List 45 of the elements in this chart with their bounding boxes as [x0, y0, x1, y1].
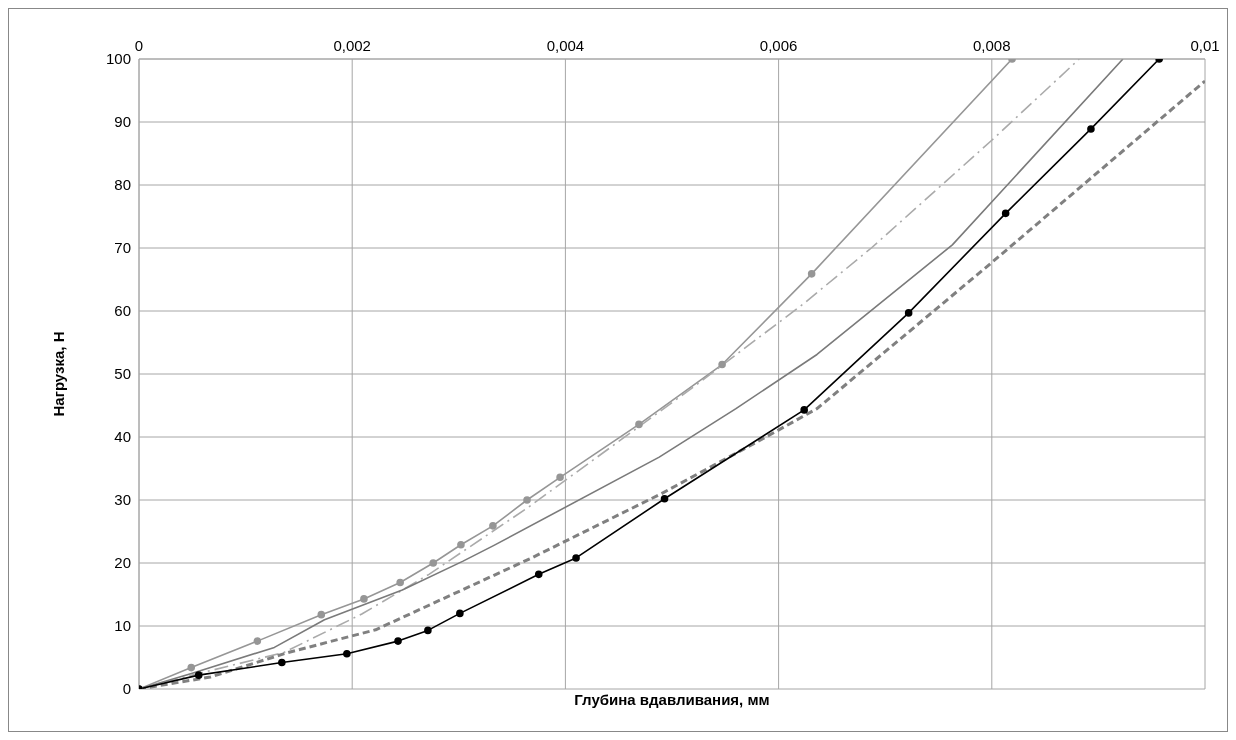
point — [523, 496, 531, 504]
x-tick-label: 0 — [134, 37, 144, 54]
y-tick-label: 80 — [114, 176, 131, 194]
point — [429, 559, 438, 567]
point — [718, 360, 726, 369]
point — [807, 270, 816, 278]
point — [187, 663, 196, 672]
point — [424, 626, 432, 635]
y-axis-title: Нагрузка, Н — [50, 331, 68, 417]
point — [253, 637, 262, 645]
y-tick-label: 100 — [105, 50, 131, 68]
y-tick-label: 30 — [114, 491, 131, 509]
point — [394, 637, 402, 645]
y-tick-label: 10 — [114, 617, 131, 635]
x-axis-title: Глубина вдавливания, мм — [573, 691, 771, 708]
point — [904, 309, 913, 317]
point — [360, 595, 368, 603]
point — [489, 522, 497, 530]
point — [635, 420, 643, 429]
point — [534, 570, 543, 579]
point — [194, 671, 203, 679]
x-tick-label: 0,006 — [759, 37, 798, 54]
point — [556, 473, 564, 482]
point — [660, 494, 669, 503]
point — [278, 658, 286, 667]
point — [1087, 125, 1095, 133]
point — [317, 610, 326, 619]
x-tick-label: 0,01 — [1190, 37, 1220, 54]
y-tick-label: 20 — [114, 554, 131, 572]
y-tick-label: 90 — [114, 113, 131, 131]
point — [572, 554, 580, 562]
y-tick-label: 50 — [114, 365, 131, 383]
y-tick-label: 40 — [114, 428, 131, 446]
y-tick-label: 70 — [114, 239, 131, 257]
x-tick-label: 0,002 — [333, 37, 371, 54]
y-tick-label: 60 — [114, 302, 131, 320]
point — [456, 609, 464, 618]
point — [343, 649, 351, 658]
point — [800, 406, 808, 414]
x-tick-label: 0,008 — [973, 37, 1011, 54]
y-tick-label: 0 — [122, 680, 131, 698]
x-tick-label: 0,004 — [546, 37, 585, 54]
point — [457, 540, 465, 549]
point — [1001, 209, 1010, 218]
point — [396, 578, 404, 587]
